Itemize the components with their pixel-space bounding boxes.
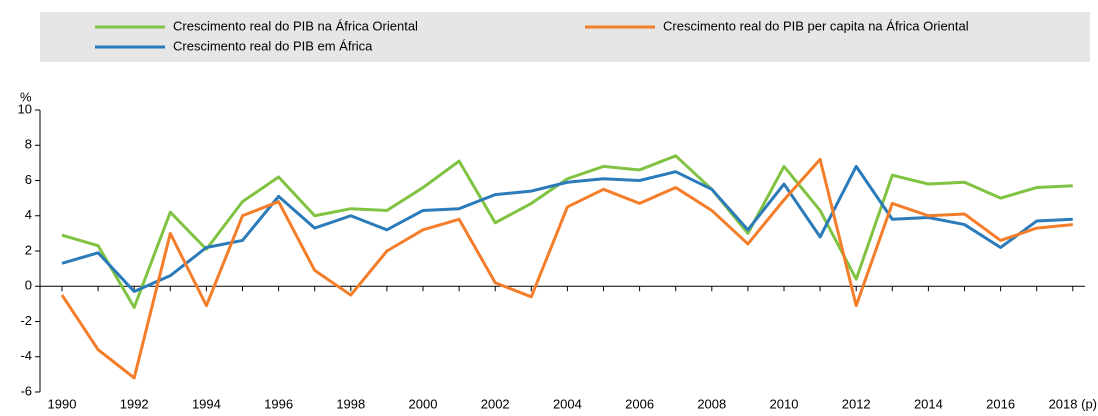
data-line [61,154,1073,309]
y-tick-label: 4 [25,207,32,222]
x-tick-label: 1990 [48,396,77,411]
y-tick-label: -4 [20,348,32,363]
x-tick-label: 2002 [481,396,510,411]
legend-label: Crescimento real do PIB per capita na Áf… [663,18,969,33]
y-tick-label: 0 [25,278,32,293]
x-tick-label: 2018 (p) [1049,396,1097,411]
x-tick-label: 2004 [553,396,582,411]
x-tick-label: 1996 [264,396,293,411]
x-tick-label: 1994 [192,396,221,411]
x-tick-label: 1992 [120,396,149,411]
x-tick-label: 2010 [770,396,799,411]
x-tick-label: 2008 [697,396,726,411]
x-tick-label: 2014 [914,396,943,411]
x-tick-label: 2006 [625,396,654,411]
y-tick-label: 8 [25,137,32,152]
y-tick-label: 6 [25,172,32,187]
x-tick-label: 2012 [842,396,871,411]
y-tick-label: 2 [25,242,32,257]
x-tick-label: 1998 [336,396,365,411]
data-line [61,164,1073,294]
legend-box [40,12,1090,62]
legend-label: Crescimento real do PIB em África [173,38,373,53]
legend-label: Crescimento real do PIB na África Orient… [173,18,418,33]
y-axis-label: % [20,89,32,104]
x-tick-label: 2000 [409,396,438,411]
y-tick-label: 10 [18,101,32,116]
data-line [60,157,1073,380]
y-tick-label: -2 [20,313,32,328]
y-tick-label: -6 [20,383,32,398]
x-tick-label: 2016 [986,396,1015,411]
